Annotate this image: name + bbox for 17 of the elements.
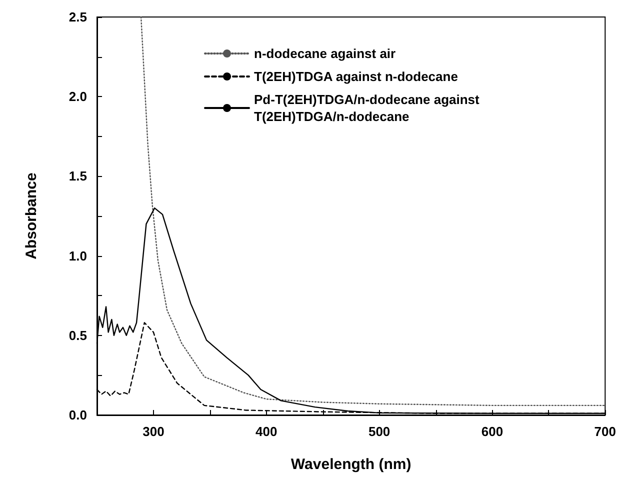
x-axis-title: Wavelength (nm) [290, 456, 412, 473]
y-axis-title: Absorbance [23, 172, 40, 260]
x-tick-label: 300 [142, 424, 164, 439]
x-tick-label: 400 [256, 424, 278, 439]
legend-label: Pd-T(2EH)TDGA/n-dodecane against T(2EH)TDGA/n-dodecane [254, 92, 483, 124]
y-tick-label: 2.0 [68, 89, 87, 104]
y-tick-label: 0.5 [68, 328, 87, 343]
y-tick-label: 1.0 [68, 248, 87, 264]
y-tick-label: 2.5 [68, 10, 87, 24]
x-tick-label: 500 [368, 424, 390, 439]
legend-label: n-dodecane against air [254, 46, 396, 61]
x-tick-label: 700 [594, 424, 616, 439]
line-series [140, 16, 606, 406]
legend-label: T(2EH)TDGA against n-dodecane [254, 69, 458, 84]
x-tick-label: 600 [481, 424, 504, 439]
y-tick-label: 1.5 [68, 168, 87, 184]
y-tick-label: 0.0 [68, 408, 87, 422]
